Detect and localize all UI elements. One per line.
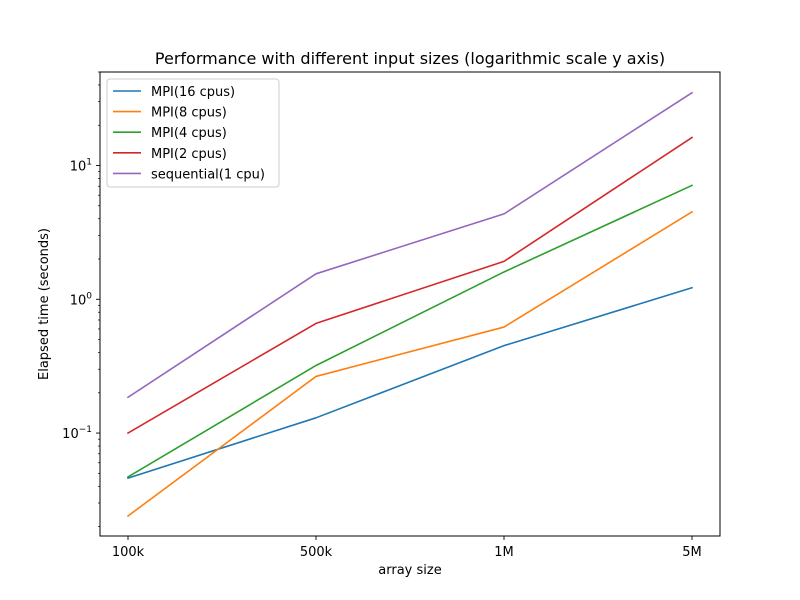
y-tick-label: 10−1 xyxy=(62,425,92,442)
x-tick-label: 100k xyxy=(112,545,145,560)
x-tick-label: 5M xyxy=(682,545,702,560)
y-tick-label: 101 xyxy=(70,158,92,175)
legend-label-2: MPI(4 cpus) xyxy=(151,126,227,141)
x-tick-label: 1M xyxy=(494,545,514,560)
chart-title: Performance with different input sizes (… xyxy=(155,49,665,68)
x-axis-label: array size xyxy=(378,563,441,578)
y-tick-label: 100 xyxy=(70,291,93,308)
y-axis-ticks: 10−1 100 101 xyxy=(62,72,100,527)
y-axis-label: Elapsed time (seconds) xyxy=(37,228,52,380)
legend-label-4: sequential(1 cpu) xyxy=(151,167,265,182)
legend-label-1: MPI(8 cpus) xyxy=(151,106,227,121)
legend-label-3: MPI(2 cpus) xyxy=(151,147,227,162)
x-tick-label: 500k xyxy=(300,545,333,560)
legend: MPI(16 cpus) MPI(8 cpus) MPI(4 cpus) MPI(2 … xyxy=(107,79,279,187)
x-axis-ticks: 100k 500k 1M 5M xyxy=(112,536,702,560)
legend-label-0: MPI(16 cpus) xyxy=(151,85,235,100)
